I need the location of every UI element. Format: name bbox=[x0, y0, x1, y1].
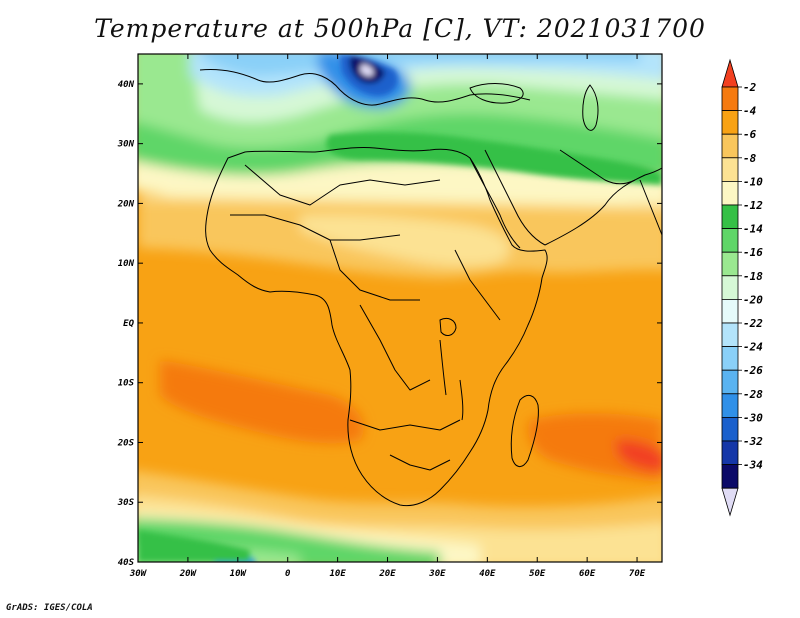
lat-label: 30S bbox=[117, 498, 135, 508]
lat-label: 30N bbox=[117, 140, 135, 150]
lon-label: 30E bbox=[428, 569, 446, 579]
colorbar-box bbox=[721, 204, 739, 230]
hot-spot-east bbox=[615, 439, 662, 472]
colorbar-box bbox=[721, 346, 739, 371]
lat-label: 40S bbox=[118, 558, 135, 568]
lon-label: 10W bbox=[230, 569, 248, 579]
lon-label: 50E bbox=[529, 569, 546, 579]
longitude-axis: 30W 20W 10W 0 10E 20E 30E 40E 50E 60E 70E bbox=[129, 569, 646, 579]
temperature-field bbox=[138, 54, 662, 562]
colorbar-label: -8 bbox=[743, 152, 757, 165]
europe-coast bbox=[199, 69, 531, 106]
map-title: Temperature at 500hPa [C], VT: 202103170… bbox=[94, 14, 706, 43]
lat-label: 10S bbox=[118, 379, 135, 389]
madagascar bbox=[510, 394, 539, 467]
border-west bbox=[230, 214, 401, 241]
border-south bbox=[349, 419, 461, 431]
colorbar: -2 -4 -6 -8 -10 -12 -14 -16 -18 -20 -22 -24 -26 -28 -3… bbox=[721, 58, 763, 517]
colorbar-box bbox=[721, 157, 739, 182]
colorbar-box bbox=[721, 86, 739, 112]
warm-core-south bbox=[160, 360, 364, 444]
lake-malawi bbox=[459, 379, 464, 421]
colorbar-label: -26 bbox=[743, 364, 763, 377]
green-sw-atlantic bbox=[138, 530, 250, 562]
lake-tanganyika bbox=[439, 339, 447, 396]
lon-label: 20W bbox=[179, 569, 198, 579]
border-congo bbox=[359, 304, 431, 391]
border-east bbox=[454, 249, 501, 321]
black-sea bbox=[469, 83, 524, 104]
colorbar-label: -18 bbox=[743, 270, 763, 283]
colorbar-label: -20 bbox=[743, 293, 763, 306]
region-lighttan-center bbox=[300, 214, 510, 267]
border-sa bbox=[389, 454, 451, 471]
persian-gulf bbox=[559, 149, 636, 185]
lat-label: 20S bbox=[117, 438, 135, 448]
colorbar-label: -28 bbox=[743, 388, 763, 401]
lat-label: 10N bbox=[118, 259, 135, 269]
cold-core-white bbox=[360, 64, 374, 77]
lat-label: 40N bbox=[118, 80, 135, 90]
coastlines bbox=[199, 69, 662, 507]
colorbar-box bbox=[721, 275, 739, 300]
lon-label: 30W bbox=[129, 569, 148, 579]
colorbar-label: -4 bbox=[743, 105, 757, 118]
axis-ticks bbox=[137, 54, 662, 563]
colorbar-box bbox=[721, 110, 739, 135]
colorbar-label: -32 bbox=[743, 435, 763, 448]
colorbar-arrow-bottom bbox=[721, 487, 739, 517]
lon-label: 10E bbox=[329, 569, 346, 579]
colorbar-box bbox=[721, 228, 739, 253]
colorbar-label: -22 bbox=[743, 317, 763, 330]
lake-victoria bbox=[439, 317, 457, 336]
india-coast bbox=[639, 179, 662, 236]
colorbar-box bbox=[721, 251, 739, 277]
green-mediterranean bbox=[326, 132, 662, 185]
colorbar-label: -12 bbox=[743, 199, 763, 212]
lat-label: EQ bbox=[123, 319, 134, 329]
border-sahara bbox=[244, 164, 441, 206]
lon-label: 0 bbox=[285, 569, 291, 579]
arabia bbox=[544, 167, 662, 246]
colorbar-label: -30 bbox=[743, 411, 763, 424]
lat-label: 20N bbox=[117, 199, 135, 209]
grads-credit: GrADS: IGES/COLA bbox=[6, 603, 93, 613]
lon-label: 60E bbox=[579, 569, 596, 579]
colorbar-label: -14 bbox=[743, 223, 763, 236]
colorbar-box bbox=[721, 180, 739, 206]
colorbar-arrow-top bbox=[721, 58, 739, 88]
colorbar-box bbox=[721, 416, 739, 442]
colorbar-box bbox=[721, 322, 739, 348]
colorbar-box bbox=[721, 440, 739, 466]
lon-label: 20E bbox=[378, 569, 396, 579]
colorbar-label: -24 bbox=[743, 341, 763, 354]
red-sea bbox=[469, 157, 521, 249]
colorbar-label: -34 bbox=[743, 459, 763, 472]
colorbar-box bbox=[721, 393, 739, 418]
africa-outline bbox=[205, 147, 548, 507]
lon-label: 70E bbox=[629, 569, 646, 579]
plot-frame bbox=[137, 53, 663, 563]
border-central bbox=[329, 239, 420, 301]
colorbar-box bbox=[721, 298, 739, 324]
colorbar-label: -16 bbox=[743, 246, 763, 259]
red-sea-east bbox=[484, 149, 546, 246]
caspian bbox=[582, 84, 599, 131]
colorbar-box bbox=[721, 369, 739, 395]
band-blue-north bbox=[200, 54, 640, 76]
colorbar-box bbox=[721, 133, 739, 159]
colorbar-label: -6 bbox=[743, 128, 757, 141]
colorbar-label: -10 bbox=[743, 175, 763, 188]
lon-label: 40E bbox=[479, 569, 496, 579]
latitude-axis: 40N 30N 20N 10N EQ 10S 20S 30S 40S bbox=[117, 80, 135, 568]
colorbar-box bbox=[721, 464, 739, 489]
colorbar-label: -2 bbox=[743, 81, 757, 94]
